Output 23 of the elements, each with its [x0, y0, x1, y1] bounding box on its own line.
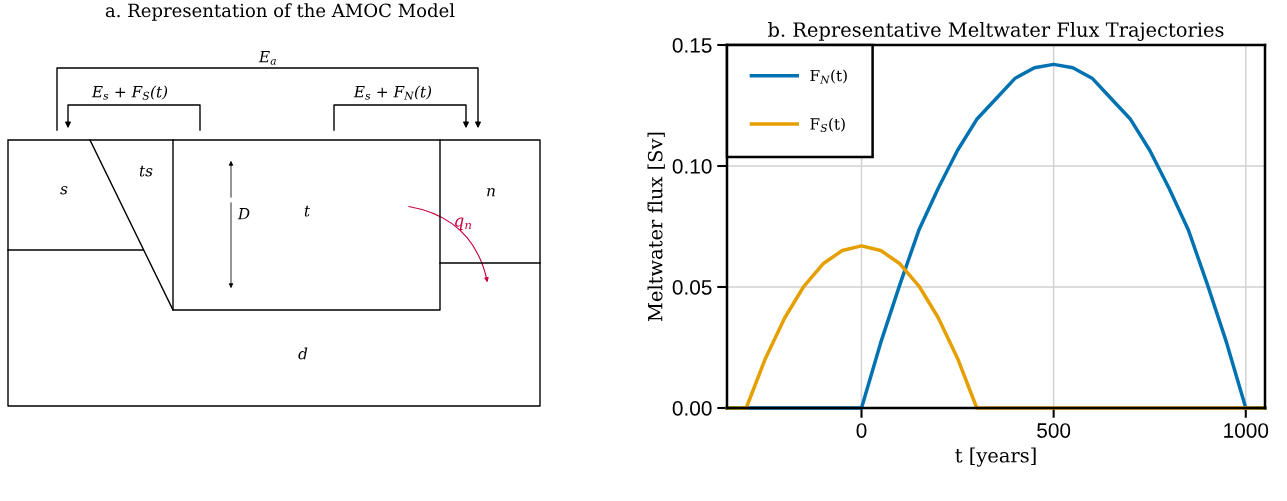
x-tick-label: 500 — [1037, 423, 1071, 438]
y-tick-label: 0.00 — [672, 401, 712, 416]
text: t — [304, 205, 311, 217]
legend-label: F$_{N}$(t) — [810, 69, 847, 84]
chart-title: b. Representative Meltwater Flux Trajectories — [768, 21, 1224, 41]
text: ts — [139, 165, 153, 177]
text: E$_{s}$ + F$_{S}$(t) — [91, 85, 168, 100]
text: s — [60, 186, 68, 195]
text: D — [237, 208, 250, 220]
y-axis-title: Meltwater flux [Sv] — [647, 132, 665, 322]
y-tick-label: 0.15 — [672, 38, 712, 53]
x-tick-label: 0 — [856, 423, 867, 438]
text: E$_{a}$ — [258, 51, 276, 65]
text: n — [487, 188, 495, 197]
legend-label: F$_{S}$(t) — [810, 117, 845, 132]
y-tick-label: 0.05 — [672, 280, 712, 295]
y-tick-label: 0.10 — [672, 159, 712, 174]
text: a. Representation of the AMOC Model — [105, 3, 455, 21]
text: d — [298, 347, 308, 360]
text: q$_{n}$ — [455, 217, 472, 230]
x-tick-label: 1000 — [1224, 423, 1269, 438]
text: E$_{s}$ + F$_{N}$(t) — [353, 85, 432, 100]
x-axis-title: t [years] — [955, 447, 1036, 467]
